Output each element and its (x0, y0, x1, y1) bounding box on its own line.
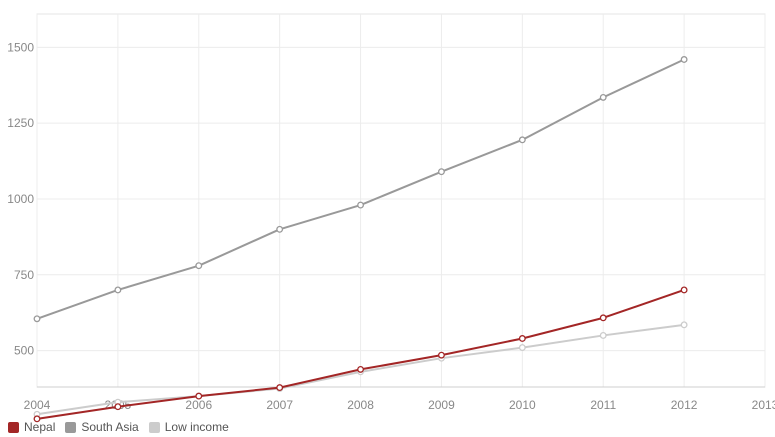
data-point-south-asia[interactable] (195, 262, 203, 270)
y-axis: 500 750 1000 1250 1500 (7, 40, 34, 357)
y-tick-label: 1250 (7, 116, 34, 130)
x-tick-label: 2009 (428, 398, 455, 412)
data-point-nepal[interactable] (357, 365, 365, 373)
data-point-south-asia[interactable] (33, 315, 41, 323)
y-tick-label: 750 (14, 268, 34, 282)
data-point-nepal[interactable] (195, 392, 203, 400)
x-tick-label: 2008 (347, 398, 374, 412)
y-tick-label: 1500 (7, 40, 34, 54)
data-point-south-asia[interactable] (357, 201, 365, 209)
legend-swatch-nepal (8, 421, 19, 433)
series-group (33, 56, 688, 423)
data-point-nepal[interactable] (437, 351, 445, 359)
y-tick-label: 1000 (7, 192, 34, 206)
legend-item-nepal[interactable]: Nepal (8, 420, 55, 434)
grid (36, 13, 766, 388)
x-tick-label: 2011 (590, 398, 616, 412)
data-point-south-asia[interactable] (114, 286, 122, 294)
data-point-low-income[interactable] (680, 321, 688, 329)
data-point-low-income[interactable] (599, 331, 607, 339)
data-point-south-asia[interactable] (680, 56, 688, 63)
legend-swatch-low-income (148, 421, 160, 433)
legend-label-nepal: Nepal (24, 420, 56, 434)
x-tick-label: 2010 (509, 398, 536, 412)
x-tick-label: 2007 (266, 398, 293, 412)
x-tick-label: 2012 (671, 398, 698, 412)
x-tick-label: 2013 (752, 398, 775, 412)
data-point-nepal[interactable] (33, 415, 41, 423)
data-point-nepal[interactable] (518, 335, 526, 342)
legend-label-south-asia: South Asia (81, 420, 139, 434)
x-tick-label: 2006 (185, 398, 212, 412)
legend-item-south-asia[interactable]: South Asia (65, 420, 139, 434)
y-tick-label: 500 (14, 344, 34, 358)
legend-swatch-south-asia (65, 421, 77, 433)
data-point-south-asia[interactable] (276, 225, 284, 233)
data-point-south-asia[interactable] (518, 136, 526, 144)
legend: Nepal South Asia Low income (8, 420, 229, 434)
data-point-south-asia[interactable] (599, 93, 607, 101)
data-point-nepal[interactable] (276, 384, 284, 392)
plot-frame (36, 13, 766, 388)
data-point-south-asia[interactable] (437, 168, 445, 176)
data-point-nepal[interactable] (680, 286, 688, 294)
data-point-low-income[interactable] (518, 344, 526, 352)
data-point-nepal[interactable] (114, 403, 122, 411)
x-tick-label: 2004 (24, 398, 51, 412)
data-point-nepal[interactable] (599, 314, 607, 322)
legend-item-low-income[interactable]: Low income (148, 420, 229, 434)
legend-label-low-income: Low income (164, 420, 229, 434)
x-axis: 2004200520062007200820092010201120122013 (24, 386, 775, 412)
